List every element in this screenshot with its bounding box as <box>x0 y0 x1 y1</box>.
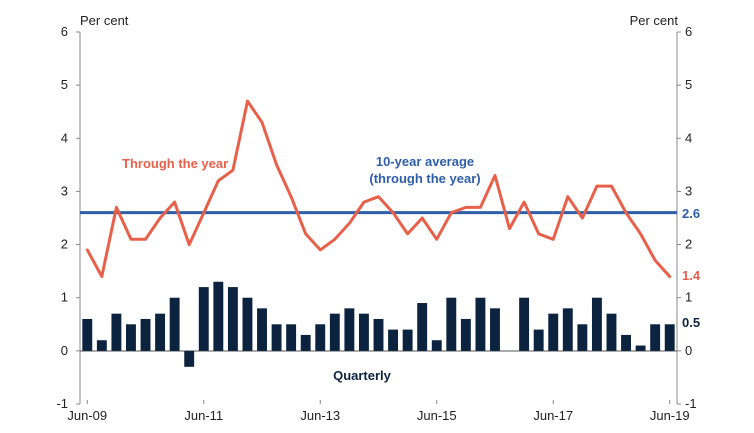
quarterly-bar <box>315 324 326 351</box>
quarterly-bar <box>184 350 195 367</box>
quarterly-bars <box>82 281 675 367</box>
quarterly-bar <box>591 297 602 351</box>
quarterly-bar <box>169 297 180 351</box>
through-the-year-label: Through the year <box>122 156 228 171</box>
quarterly-bar <box>300 334 311 351</box>
quarterly-bar <box>198 287 209 351</box>
y-tick-label-right: 3 <box>685 183 692 198</box>
quarterly-bar <box>344 308 355 351</box>
quarterly-bar <box>533 329 544 351</box>
quarterly-bar <box>475 297 486 351</box>
quarterly-bar <box>650 324 661 351</box>
y-tick-label-right: 4 <box>685 130 692 145</box>
quarterly-bar <box>431 340 442 351</box>
y-tick-label-left: 0 <box>61 343 68 358</box>
y-tick-label-right: 0 <box>685 343 692 358</box>
quarterly-bar <box>140 318 151 351</box>
y-tick-label-left: 3 <box>61 183 68 198</box>
x-tick-label: Jun-11 <box>184 408 223 423</box>
x-tick-label: Jun-15 <box>417 408 457 423</box>
axes <box>79 32 678 404</box>
quarterly-bar <box>213 281 224 351</box>
quarterly-bar <box>82 318 93 351</box>
end-label-through-the-year: 1.4 <box>682 268 701 283</box>
quarterly-bar <box>577 324 588 351</box>
quarterly-bar <box>519 297 530 351</box>
quarterly-bar <box>155 313 166 351</box>
y-tick-label-right: 5 <box>685 77 692 92</box>
y-tick-label-right: 6 <box>685 24 692 39</box>
y-unit-left: Per cent <box>80 13 129 28</box>
end-label-average: 2.6 <box>682 206 700 221</box>
y-tick-label-right: 2 <box>685 237 692 252</box>
quarterly-bar <box>417 303 428 351</box>
quarterly-bar <box>548 313 559 351</box>
quarterly-bar <box>606 313 617 351</box>
through-the-year-line-layer <box>85 99 672 278</box>
y-tick-label-left: 6 <box>61 24 68 39</box>
y-tick-label-left: -1 <box>56 396 68 411</box>
quarterly-bar <box>490 308 500 351</box>
quarterly-bar <box>635 345 646 351</box>
through-the-year-line <box>85 99 672 278</box>
average-label-line1: 10-year average <box>376 154 474 169</box>
quarterly-bar <box>111 313 122 351</box>
quarterly-bar <box>227 287 238 351</box>
tick-labels: -1 -1 0 0 1 1 2 2 3 3 4 4 5 5 6 6 Jun-09 Jun-11 Jun-13 Jun-… <box>56 24 696 423</box>
quarterly-bar <box>358 313 369 351</box>
quarterly-bar <box>373 318 384 351</box>
y-tick-label-left: 5 <box>61 77 68 92</box>
y-tick-label-left: 2 <box>61 237 68 252</box>
quarterly-bar <box>286 324 297 351</box>
quarterly-bar <box>446 297 457 351</box>
quarterly-bar <box>402 329 413 351</box>
quarterly-bar <box>388 329 399 351</box>
quarterly-bar <box>621 334 631 351</box>
quarterly-bar <box>257 308 267 351</box>
end-label-quarterly: 0.5 <box>682 315 700 330</box>
quarterly-bar <box>562 308 573 351</box>
x-tick-label: Jun-17 <box>533 408 573 423</box>
quarterly-label: Quarterly <box>333 368 392 383</box>
y-tick-label-right: -1 <box>685 396 697 411</box>
quarterly-bar <box>242 297 253 351</box>
x-tick-label: Jun-13 <box>300 408 340 423</box>
quarterly-bar <box>96 340 107 351</box>
y-tick-label-right: 1 <box>685 290 692 305</box>
quarterly-bar <box>460 318 471 351</box>
y-unit-right: Per cent <box>630 13 679 28</box>
x-tick-label: Jun-19 <box>650 408 690 423</box>
quarterly-bar <box>271 324 282 351</box>
x-tick-label: Jun-09 <box>67 408 107 423</box>
y-tick-label-left: 1 <box>61 290 68 305</box>
quarterly-bar <box>664 324 675 351</box>
average-label-line2: (through the year) <box>369 171 480 186</box>
quarterly-bar <box>126 324 136 351</box>
y-tick-label-left: 4 <box>61 130 68 145</box>
quarterly-bar <box>329 313 340 351</box>
